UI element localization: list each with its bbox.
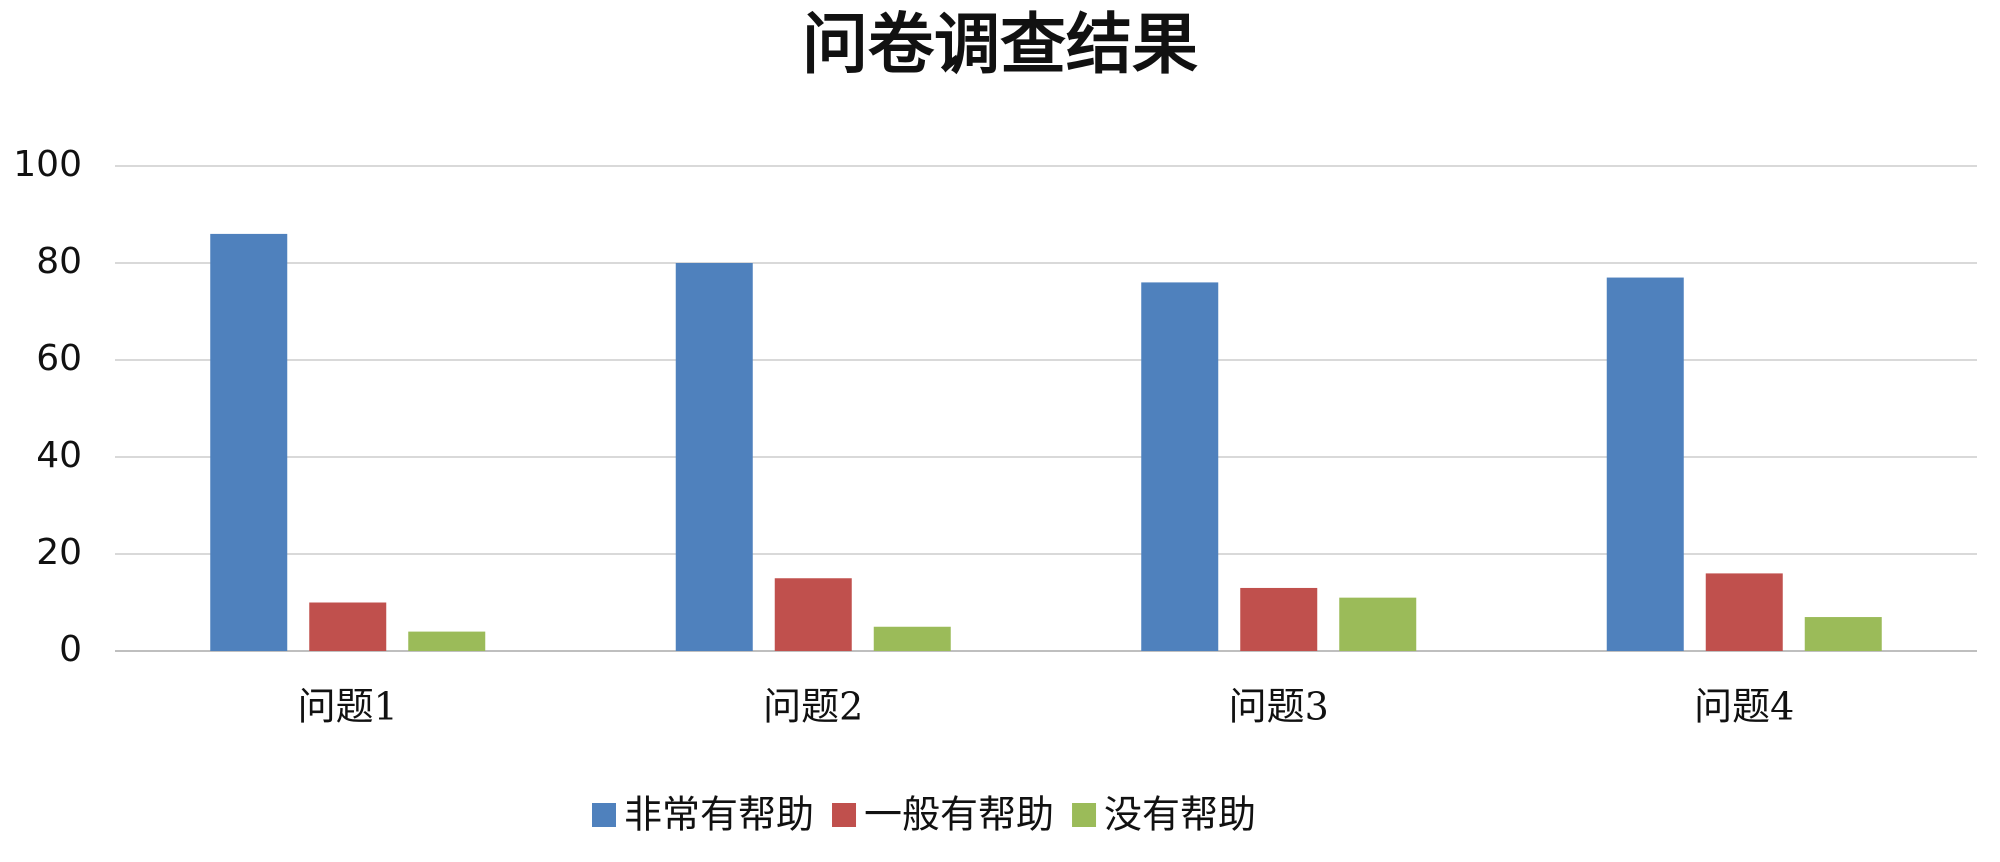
legend-swatch xyxy=(832,803,857,827)
y-tick-label: 60 xyxy=(36,338,82,379)
bar xyxy=(1141,282,1219,651)
y-tick-label: 20 xyxy=(36,532,82,573)
bar xyxy=(408,631,486,651)
bar xyxy=(210,233,288,651)
legend-label: 一般有帮助 xyxy=(864,793,1054,837)
legend-label: 非常有帮助 xyxy=(624,793,814,837)
y-tick-label: 0 xyxy=(59,629,82,670)
x-tick-label: 问题2 xyxy=(763,685,863,729)
y-tick-label: 80 xyxy=(36,241,82,282)
bar xyxy=(873,626,951,651)
bar xyxy=(309,602,387,651)
chart-title: 问卷调查结果 xyxy=(802,5,1198,83)
x-tick-label: 问题3 xyxy=(1229,685,1329,729)
legend-swatch xyxy=(1072,803,1097,827)
bar xyxy=(1240,587,1318,651)
x-tick-label: 问题4 xyxy=(1694,685,1794,729)
bar xyxy=(1606,277,1684,651)
legend-label: 没有帮助 xyxy=(1104,793,1256,837)
bar xyxy=(1804,617,1882,651)
y-tick-label: 100 xyxy=(13,144,82,185)
y-tick-label: 40 xyxy=(36,435,82,476)
bar xyxy=(1339,597,1417,651)
bar xyxy=(675,263,753,651)
bar xyxy=(1705,573,1783,651)
bar xyxy=(774,578,852,651)
x-tick-label: 问题1 xyxy=(298,685,398,729)
legend-swatch xyxy=(592,803,616,827)
